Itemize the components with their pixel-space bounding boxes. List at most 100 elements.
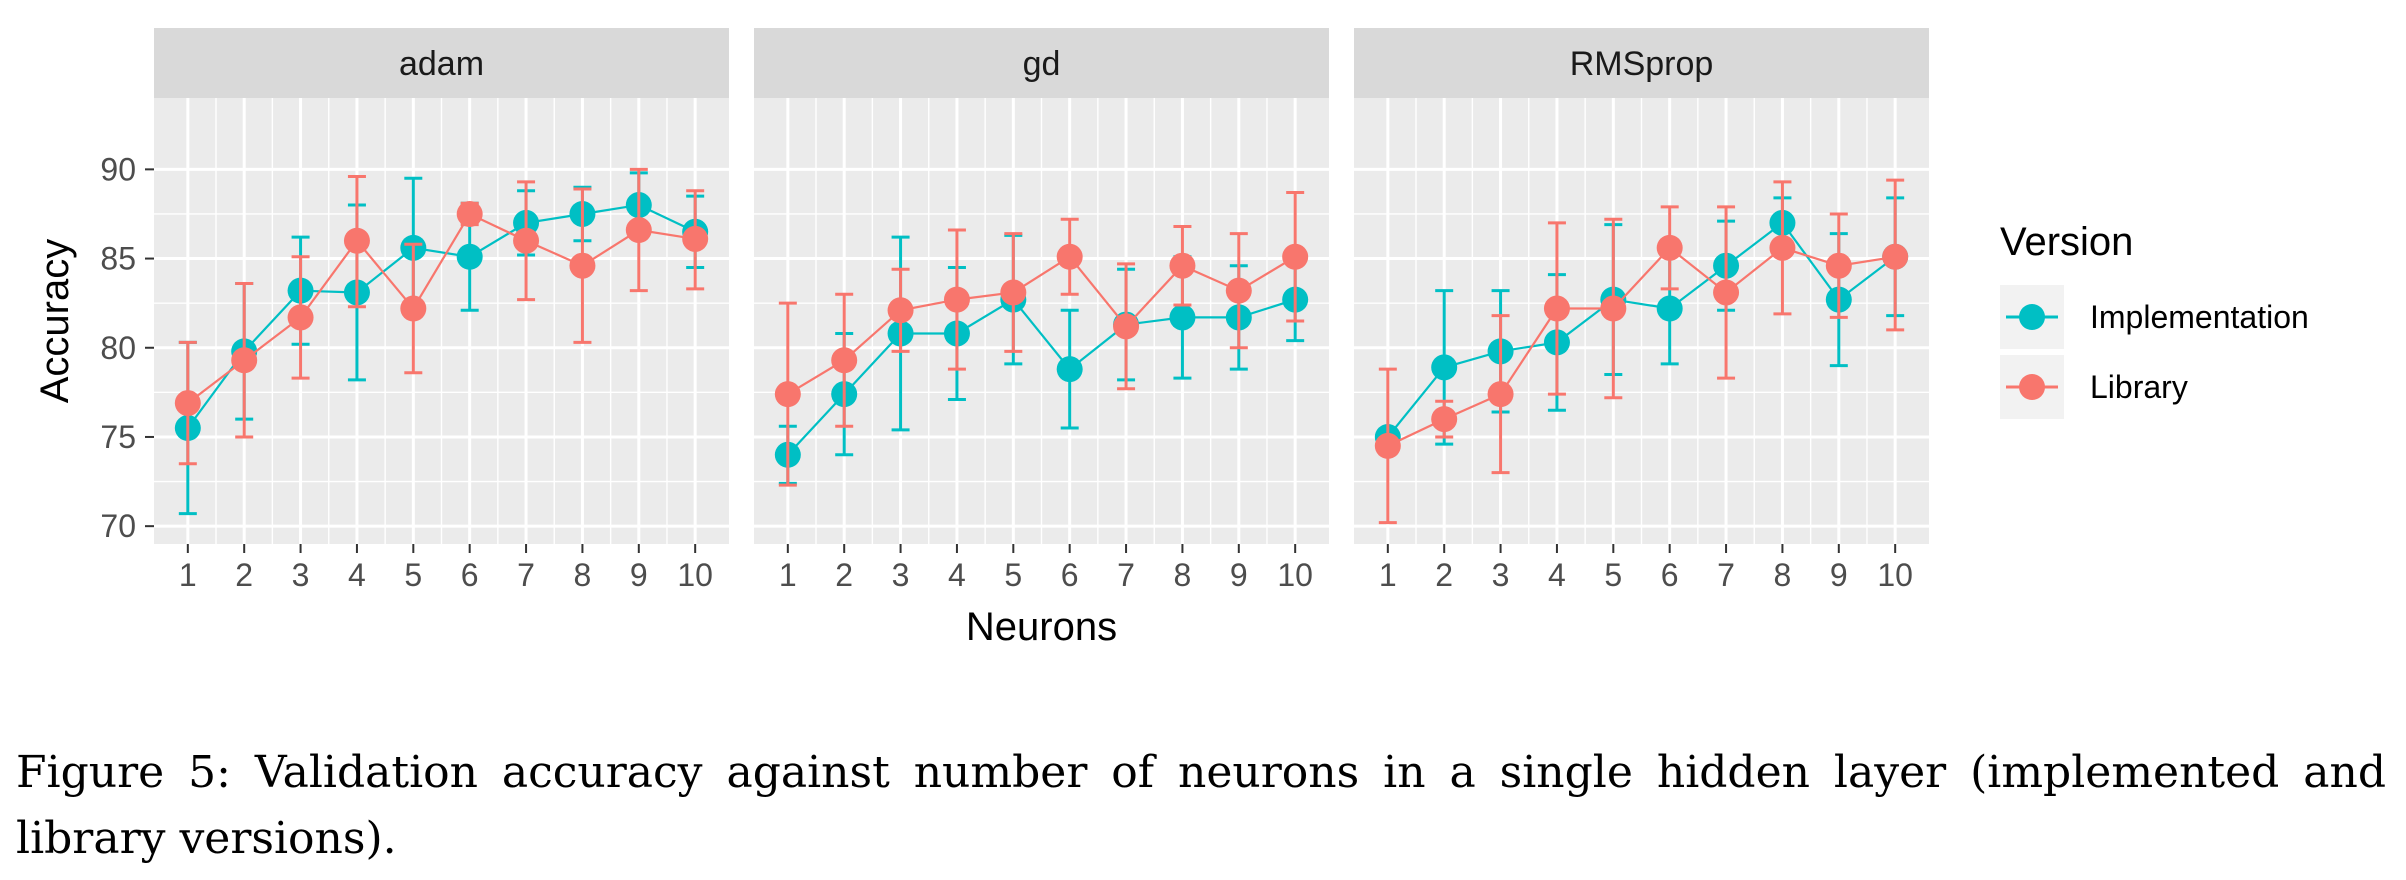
series-line bbox=[1387, 246, 1896, 447]
x-tick-label: 7 bbox=[1717, 557, 1735, 593]
panel-adam: adam bbox=[154, 28, 729, 544]
data-point bbox=[1656, 295, 1683, 322]
data-point bbox=[1769, 234, 1796, 261]
data-point bbox=[1882, 243, 1909, 270]
y-tick-label: 70 bbox=[100, 508, 136, 544]
axes: 1 2 3 4 5 6 7 8 9 10 1 2 3 4 5 6 7 8 9 10 1 2 3 4 5 6 7 8 9 10 70 75 80 8… bbox=[33, 151, 1913, 649]
data-point bbox=[1431, 354, 1458, 381]
data-point bbox=[1431, 406, 1458, 433]
x-tick-label: 3 bbox=[292, 557, 310, 593]
legend-item-implementation: Implementation bbox=[2000, 285, 2309, 349]
data-point bbox=[625, 217, 652, 244]
data-point bbox=[1000, 279, 1027, 306]
y-tick-label: 80 bbox=[100, 330, 136, 366]
series-line bbox=[786, 298, 1296, 456]
legend-label: Library bbox=[2090, 369, 2188, 405]
x-tick-label: 8 bbox=[574, 557, 592, 593]
x-tick-label: 7 bbox=[517, 557, 535, 593]
series-library-gd bbox=[774, 191, 1309, 487]
panel-RMSprop: RMSprop bbox=[1354, 28, 1929, 544]
data-point bbox=[774, 381, 801, 408]
data-point bbox=[1169, 304, 1196, 331]
facet-strip bbox=[754, 28, 1329, 98]
x-tick-label: 10 bbox=[1877, 557, 1913, 593]
data-point bbox=[1713, 279, 1740, 306]
x-tick-label: 10 bbox=[1277, 557, 1313, 593]
data-point bbox=[456, 243, 483, 270]
series-library-RMSprop bbox=[1374, 178, 1909, 525]
facet-strip bbox=[154, 28, 729, 98]
data-point bbox=[569, 252, 596, 279]
x-tick-label: 8 bbox=[1774, 557, 1792, 593]
x-tick-label: 7 bbox=[1117, 557, 1135, 593]
data-point bbox=[513, 227, 540, 254]
x-tick-label: 9 bbox=[1230, 557, 1248, 593]
data-point bbox=[1656, 234, 1683, 261]
x-tick-label: 6 bbox=[1061, 557, 1079, 593]
x-tick-label: 9 bbox=[630, 557, 648, 593]
series-line bbox=[787, 255, 1296, 396]
data-point bbox=[682, 225, 709, 252]
x-tick-label: 1 bbox=[779, 557, 797, 593]
data-point bbox=[1113, 313, 1140, 340]
legend-key-point bbox=[2019, 374, 2045, 400]
data-point bbox=[1056, 356, 1083, 383]
data-point bbox=[174, 390, 201, 417]
x-tick-label: 9 bbox=[1830, 557, 1848, 593]
series-line bbox=[1386, 221, 1896, 438]
facet-label: adam bbox=[399, 45, 484, 83]
x-tick-label: 2 bbox=[1435, 557, 1453, 593]
data-point bbox=[1169, 252, 1196, 279]
x-tick-label: 1 bbox=[179, 557, 197, 593]
data-point bbox=[943, 286, 970, 313]
figure-caption: Figure 5: Validation accuracy against nu… bbox=[16, 747, 2386, 864]
data-point bbox=[1487, 381, 1514, 408]
panel-gd: gd bbox=[754, 28, 1329, 544]
y-tick-label: 85 bbox=[100, 241, 136, 277]
data-point bbox=[1225, 277, 1252, 304]
x-tick-label: 4 bbox=[348, 557, 366, 593]
y-tick-label: 75 bbox=[100, 419, 136, 455]
data-point bbox=[400, 295, 427, 322]
x-tick-label: 4 bbox=[948, 557, 966, 593]
x-tick-label: 8 bbox=[1174, 557, 1192, 593]
legend-item-library: Library bbox=[2000, 355, 2188, 419]
legend-label: Implementation bbox=[2090, 299, 2309, 335]
x-tick-label: 1 bbox=[1379, 557, 1397, 593]
x-tick-label: 3 bbox=[1492, 557, 1510, 593]
facet-label: gd bbox=[1023, 45, 1061, 83]
x-tick-label: 5 bbox=[1604, 557, 1622, 593]
series-library-adam bbox=[174, 167, 709, 466]
facet-panels: adam gd RMSprop bbox=[154, 28, 1929, 544]
data-point bbox=[887, 297, 914, 324]
legend: Version Implementation Library bbox=[2000, 220, 2309, 419]
series-line bbox=[186, 203, 696, 429]
data-point bbox=[1600, 295, 1627, 322]
x-tick-label: 2 bbox=[235, 557, 253, 593]
data-point bbox=[1825, 252, 1852, 279]
facet-label: RMSprop bbox=[1570, 45, 1714, 83]
y-tick-label: 90 bbox=[100, 151, 136, 187]
data-point bbox=[231, 347, 258, 374]
data-point bbox=[1282, 243, 1309, 270]
x-tick-label: 6 bbox=[461, 557, 479, 593]
x-tick-label: 2 bbox=[835, 557, 853, 593]
x-axis-title: Neurons bbox=[966, 605, 1117, 649]
x-tick-label: 3 bbox=[892, 557, 910, 593]
x-tick-label: 4 bbox=[1548, 557, 1566, 593]
data-point bbox=[343, 227, 370, 254]
data-point bbox=[1543, 295, 1570, 322]
data-point bbox=[1056, 243, 1083, 270]
series-line bbox=[187, 212, 696, 404]
x-tick-label: 5 bbox=[404, 557, 422, 593]
data-point bbox=[1374, 432, 1401, 459]
x-tick-label: 6 bbox=[1661, 557, 1679, 593]
data-point bbox=[287, 304, 314, 331]
y-axis-title: Accuracy bbox=[33, 239, 77, 404]
x-tick-label: 5 bbox=[1004, 557, 1022, 593]
legend-key-point bbox=[2019, 304, 2045, 330]
x-tick-label: 10 bbox=[677, 557, 713, 593]
data-point bbox=[456, 200, 483, 227]
data-point bbox=[831, 347, 858, 374]
